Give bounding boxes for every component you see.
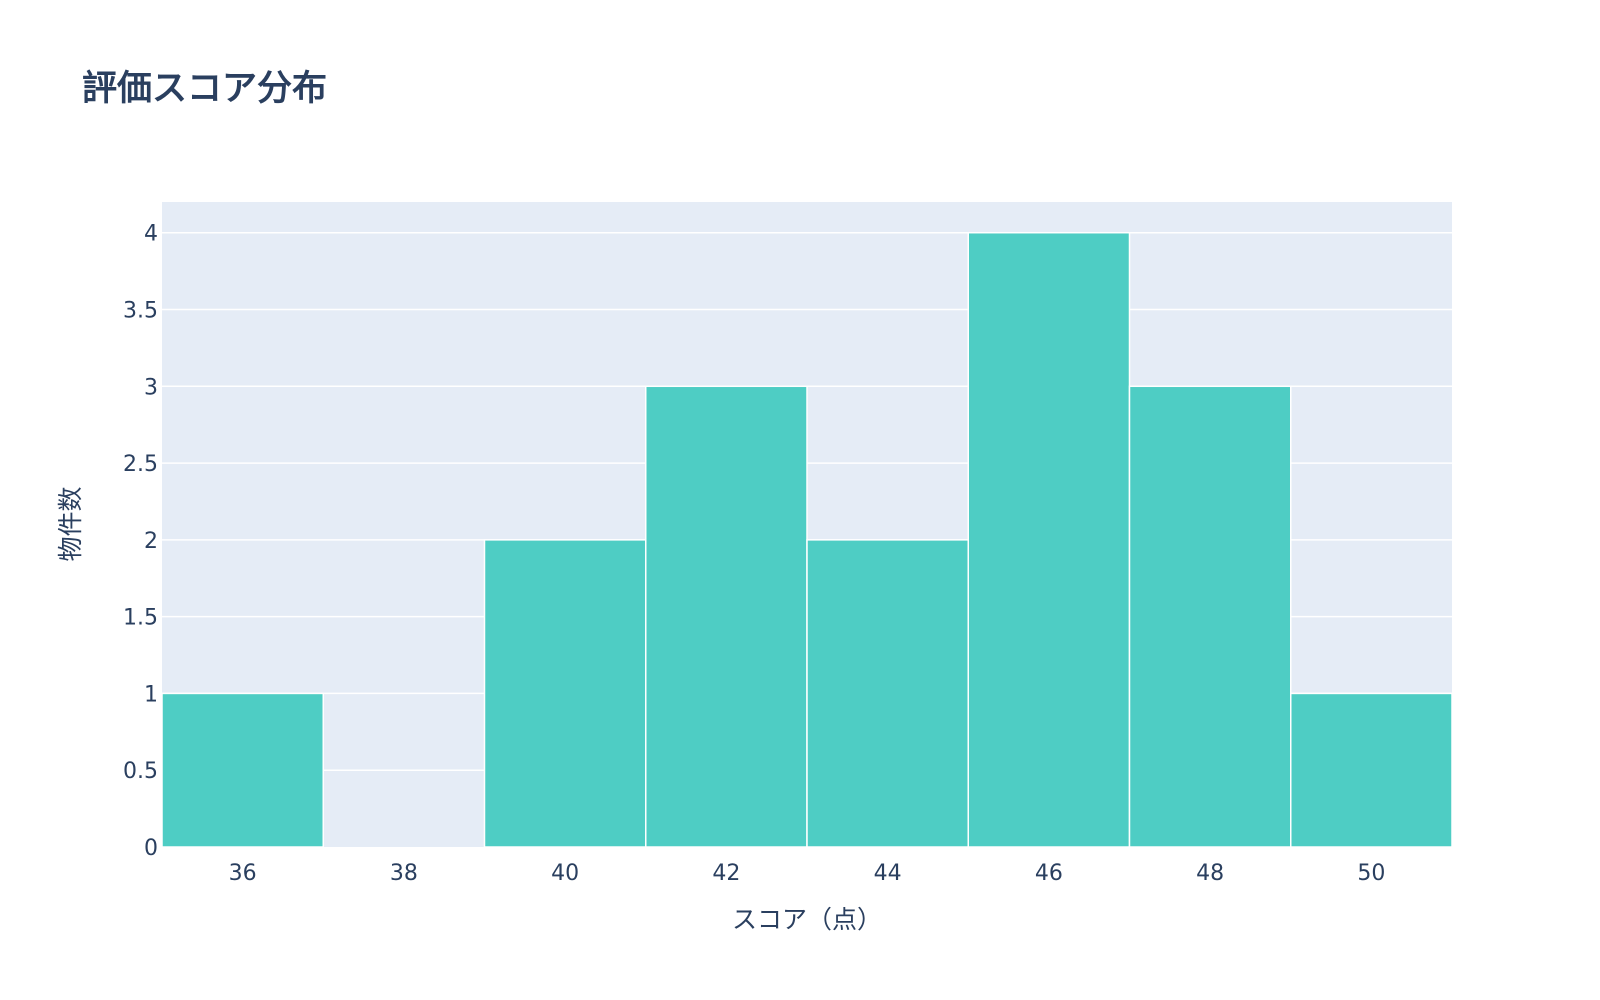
histogram-bar [645, 385, 808, 848]
x-tick-label: 44 [874, 861, 902, 886]
histogram-bar [1290, 692, 1453, 848]
histogram-bar [1128, 385, 1292, 848]
y-axis-title: 物件数 [56, 486, 85, 561]
histogram-bar [483, 539, 647, 848]
x-tick-label: 42 [712, 861, 740, 886]
chart-title: 評価スコア分布 [82, 69, 327, 109]
x-tick-label: 50 [1357, 861, 1385, 886]
x-tick-label: 46 [1035, 861, 1063, 886]
x-axis-ticks: 36 38 40 42 44 46 48 50 [229, 861, 1386, 886]
histogram-bar [161, 692, 324, 848]
y-tick-label: 2.5 [123, 452, 158, 477]
y-axis-ticks: 0 0.5 1 1.5 2 2.5 3 3.5 4 [123, 222, 158, 861]
x-tick-label: 48 [1196, 861, 1224, 886]
x-tick-label: 36 [229, 861, 257, 886]
y-tick-label: 1 [144, 682, 158, 707]
y-tick-label: 4 [144, 222, 158, 247]
x-axis-title: スコア（点） [732, 905, 882, 934]
bars [161, 231, 1453, 848]
histogram-bar [806, 539, 969, 848]
y-tick-label: 3.5 [123, 299, 158, 324]
histogram-bar [967, 231, 1131, 848]
y-tick-label: 0.5 [123, 759, 158, 784]
x-tick-label: 38 [390, 861, 418, 886]
y-tick-label: 0 [144, 836, 158, 861]
y-tick-label: 1.5 [123, 606, 158, 631]
y-tick-label: 2 [144, 529, 158, 554]
y-tick-label: 3 [144, 375, 158, 400]
x-tick-label: 40 [551, 861, 579, 886]
